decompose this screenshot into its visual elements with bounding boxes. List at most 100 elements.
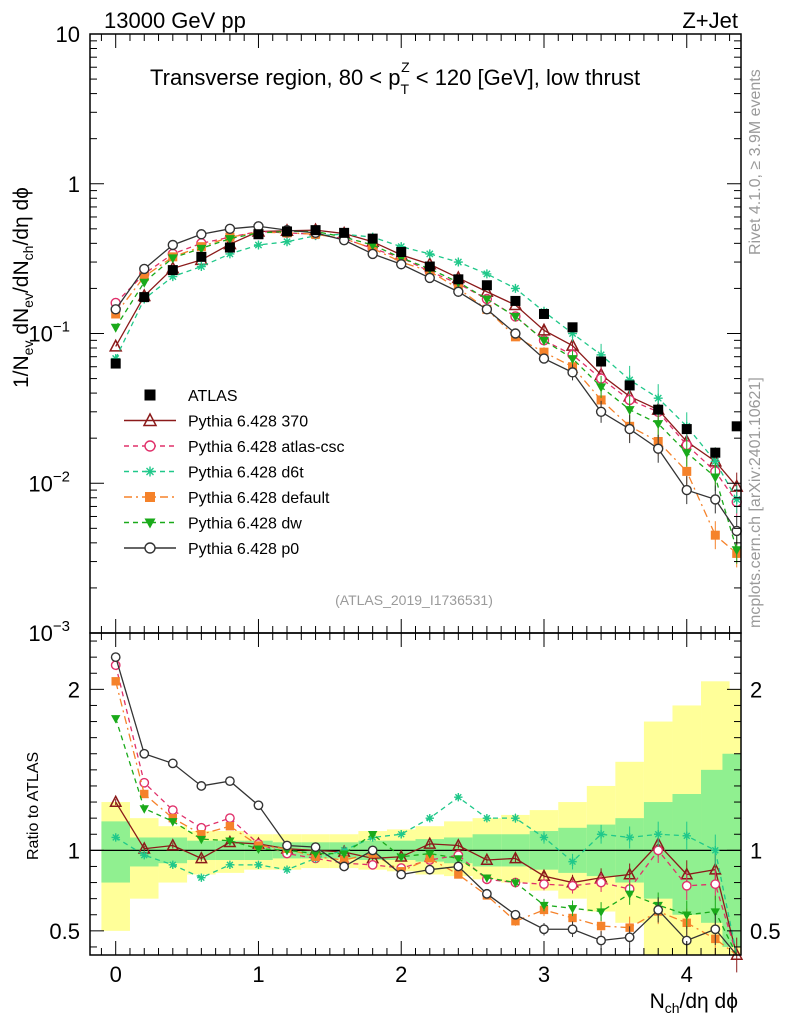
ratio-point-3-18 (625, 833, 634, 842)
series-atlas-main (110, 225, 742, 458)
atlas-point-0 (110, 358, 121, 369)
ratio-point-5-9 (367, 831, 378, 840)
ratio-point-3-10 (397, 830, 406, 839)
data-point-4-15 (539, 347, 549, 357)
ratio-point-5-21 (710, 908, 721, 917)
main-y-tick-label-0: 10 (56, 22, 80, 47)
x-tick-label-4: 4 (681, 962, 693, 987)
ratio-point-3-20 (682, 831, 691, 841)
data-point-4-17 (596, 395, 606, 405)
data-point-6-17 (595, 406, 607, 418)
atlas-point-19 (653, 404, 664, 415)
data-point-5-3 (196, 244, 207, 254)
ratio-point-3-4 (225, 860, 235, 870)
legend-label: Pythia 6.428 dw (188, 516, 302, 533)
ratio-point-4-12 (454, 870, 463, 879)
ratio-y-tick-label-right-1: 1 (750, 838, 762, 863)
ratio-point-4-5 (254, 841, 263, 850)
ratio-point-3-21 (711, 846, 720, 855)
data-point-6-1 (139, 263, 150, 275)
data-point-6-2 (167, 239, 179, 251)
ratio-point-6-1 (139, 748, 150, 759)
ratio-point-5-2 (168, 818, 178, 827)
plot-title-post: < 120 [GeV], low thrust (410, 65, 641, 90)
main-y-tick-label-3: 10−2 (28, 468, 70, 496)
data-point-6-15 (538, 353, 550, 364)
ratio-y-axis: 2 2 1 1 0.5 0.5 (49, 640, 781, 948)
ylabel-part-5: /dN (10, 260, 33, 293)
ratio-point-4-14 (511, 916, 520, 926)
atlas-point-17 (596, 356, 607, 367)
data-point-4-20 (682, 466, 692, 476)
data-point-5-4 (224, 235, 235, 245)
data-point-3-18 (625, 375, 635, 385)
x-axis: 0 1 2 3 4 (100, 34, 731, 987)
ratio-point-3-16 (568, 857, 577, 866)
ratio-point-6-10 (396, 869, 407, 880)
ratio-line-5 (115, 718, 738, 956)
atlas-point-21 (710, 447, 721, 458)
ratio-point-2-15 (539, 879, 549, 890)
legend-marker (144, 518, 156, 529)
ratio-point-6-6 (282, 840, 292, 851)
ratio-point-6-17 (596, 935, 606, 946)
ratio-point-1-3 (194, 851, 208, 864)
ratio-point-6-11 (424, 864, 435, 875)
main-plot-data (108, 221, 744, 568)
mcplots-label: mcplots.cern.ch [arXiv:2401.10621] (747, 377, 764, 628)
ratio-point-6-5 (253, 800, 264, 811)
ratio-point-5-4 (225, 837, 235, 846)
data-point-3-10 (396, 242, 406, 252)
y-tick-base: 10 (28, 621, 52, 646)
ratio-point-6-9 (367, 845, 378, 856)
ratio-point-5-1 (139, 805, 149, 814)
plot-title-sup: Z (401, 59, 410, 75)
atlas-point-20 (681, 424, 692, 435)
ratio-point-5-13 (482, 874, 492, 883)
ratio-point-2-9 (367, 859, 378, 870)
ratio-point-1-14 (508, 851, 522, 864)
y-tick-exponent: −2 (53, 468, 70, 485)
ylabel-part-6: ch (20, 246, 36, 261)
ratio-y-tick-label-left-2: 0.5 (49, 919, 80, 944)
ylabel-part-2: ev (20, 341, 36, 356)
ratio-y-tick-label-right-2: 0.5 (750, 919, 781, 944)
ratio-point-3-2 (168, 860, 178, 870)
legend-label: Pythia 6.428 370 (188, 414, 308, 431)
y-tick-base: 10 (28, 471, 52, 496)
ratio-point-6-8 (339, 861, 350, 872)
data-point-6-18 (624, 423, 635, 435)
ratio-point-3-13 (482, 813, 492, 823)
data-point-5-15 (538, 336, 549, 346)
atlas-point-11 (424, 261, 435, 272)
y-tick-exponent: −1 (53, 319, 70, 336)
ratio-y-tick-label-left-0: 2 (68, 677, 80, 702)
ratio-point-6-15 (539, 924, 549, 935)
ratio-point-2-20 (681, 880, 692, 891)
x-tick-label-0: 0 (110, 962, 122, 987)
ratio-point-6-16 (567, 924, 578, 935)
series-5-ratio (110, 715, 738, 956)
ratio-point-2-17 (596, 877, 606, 888)
ratio-point-5-18 (624, 890, 635, 900)
data-point-3-11 (425, 249, 435, 259)
ratio-point-1-12 (451, 838, 465, 851)
y-tick-base: 10 (28, 322, 52, 347)
ratio-point-3-8 (339, 846, 349, 855)
legend-marker (144, 542, 156, 554)
data-point-5-22 (731, 546, 742, 556)
ratio-y-axis-label: Ratio to ATLAS (25, 752, 42, 860)
legend: ATLAS Pythia 6.428 370 Pythia 6.428 atlas-… (124, 388, 345, 558)
data-point-5-19 (653, 420, 664, 430)
data-point-3-21 (710, 456, 720, 466)
main-y-axis-label: 1/Nev dNev/dNch/dη dϕ (10, 187, 36, 388)
ratio-point-3-12 (454, 793, 463, 802)
ratio-point-4-0 (111, 677, 120, 686)
atlas-point-10 (396, 247, 407, 258)
ratio-point-6-2 (167, 758, 178, 769)
legend-entry-4: Pythia 6.428 default (124, 490, 330, 507)
ratio-point-2-16 (567, 880, 578, 891)
atlas-point-3 (196, 251, 207, 262)
